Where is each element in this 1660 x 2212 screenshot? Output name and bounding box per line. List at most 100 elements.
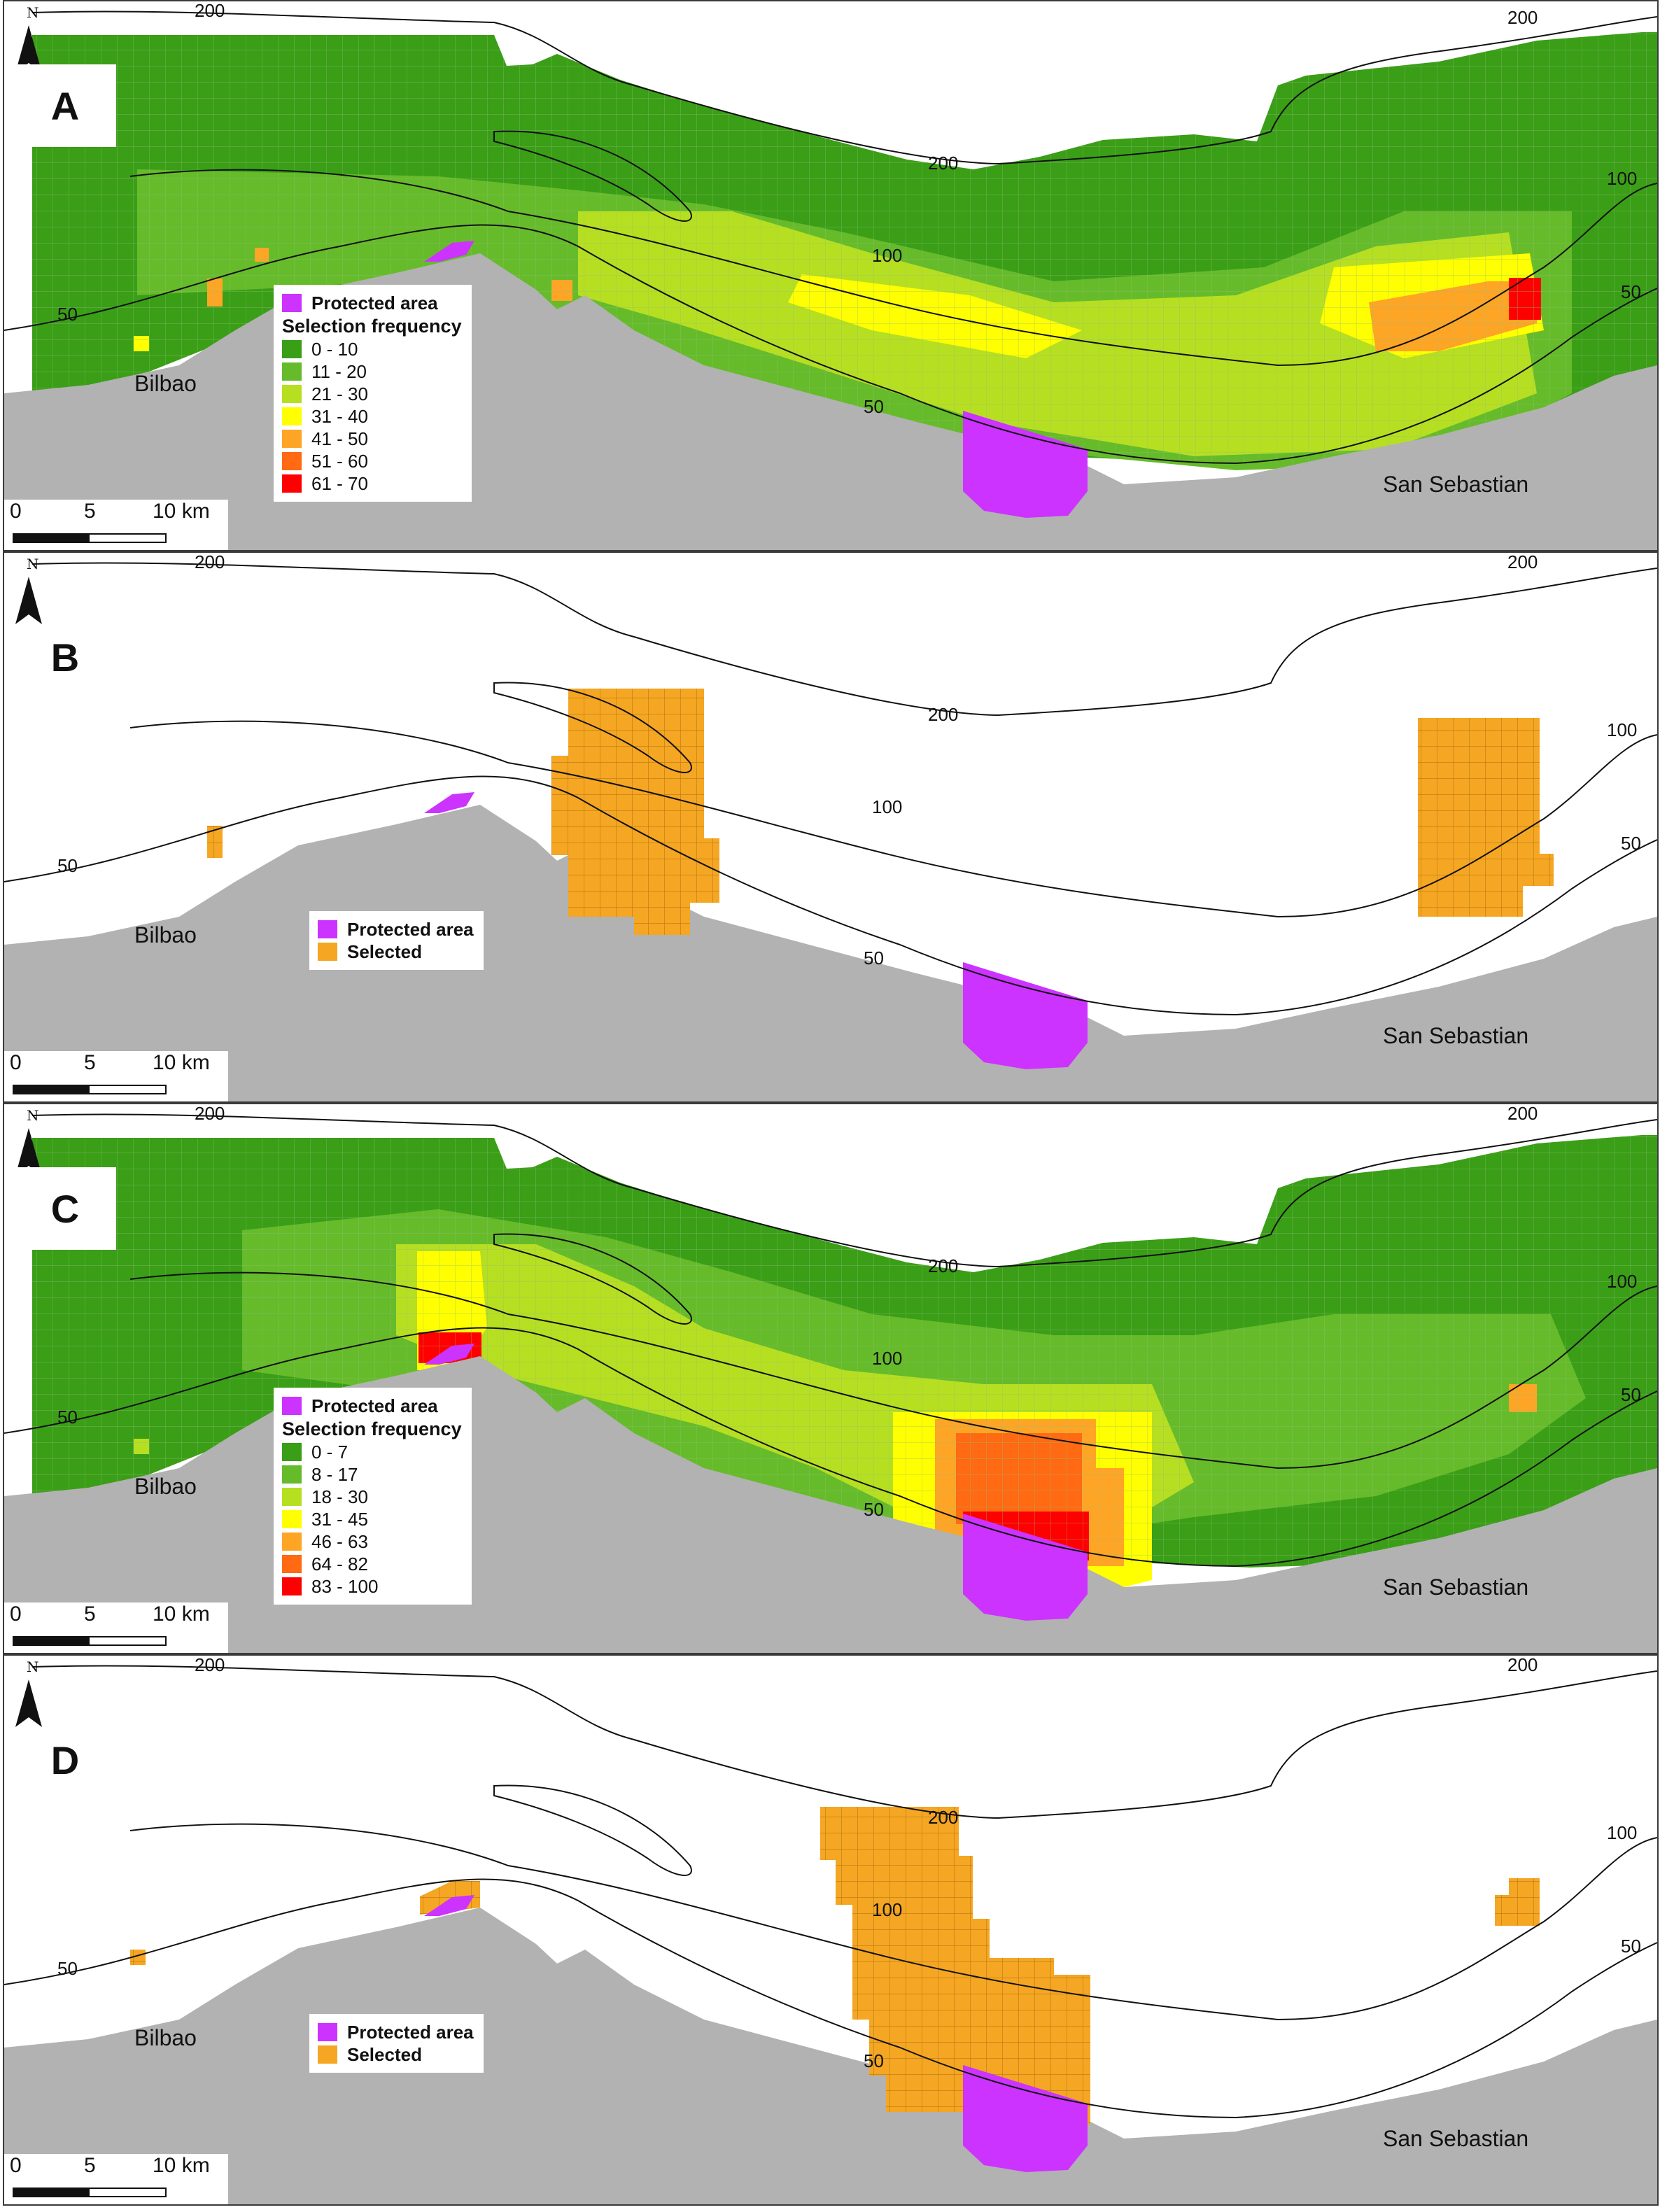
- legend-title: Selection frequency: [282, 1418, 462, 1439]
- contour-100: [129, 1823, 1657, 2021]
- place-san-sebastian: San Sebastian: [1383, 472, 1529, 497]
- legend-class: 64 - 82: [311, 1553, 368, 1575]
- contour-label-200: 200: [1507, 1104, 1538, 1124]
- legend-class: 31 - 40: [311, 405, 368, 427]
- contour-50: [4, 775, 1657, 1016]
- panel-a: 200 200 200 100 100 50 50 50 N A Bilbao …: [3, 0, 1659, 551]
- contour-50: [4, 1878, 1657, 2119]
- canyon: [493, 1784, 692, 1876]
- place-san-sebastian: San Sebastian: [1383, 1023, 1529, 1048]
- contour-label-200: 200: [928, 704, 958, 725]
- contour-label-100: 100: [872, 1899, 902, 1920]
- place-bilbao: Bilbao: [134, 922, 197, 948]
- map-a: 200 200 200 100 100 50 50 50: [4, 1, 1657, 550]
- contour-label-200: 200: [1507, 7, 1538, 28]
- contour-label-200: 200: [1507, 553, 1538, 572]
- protected-area-small: [424, 1895, 474, 1916]
- contour-label-100: 100: [1607, 1822, 1637, 1843]
- map-d: 200 200 200 100 100 50 50 50: [4, 1656, 1657, 2204]
- legend: Protected area Selection frequency 0 - 7…: [274, 1388, 472, 1605]
- contour-label-50: 50: [1621, 1384, 1641, 1405]
- legend-class: 51 - 60: [311, 450, 368, 472]
- legend: Protected area Selected: [309, 2014, 484, 2073]
- place-bilbao: Bilbao: [134, 1474, 197, 1499]
- legend-label-protected: Protected area: [347, 2021, 474, 2043]
- contour-label-100: 100: [872, 245, 902, 266]
- legend-label-protected: Protected area: [347, 918, 474, 940]
- contour-50: [4, 1327, 1657, 1568]
- contour-label-50: 50: [864, 396, 884, 417]
- contour-label-200: 200: [195, 1, 225, 21]
- land: [4, 1908, 1657, 2204]
- contour-100: [129, 1271, 1657, 1470]
- legend-label-protected: Protected area: [311, 1395, 438, 1416]
- place-bilbao: Bilbao: [134, 371, 197, 396]
- scale-bar: 0 5 10 km: [4, 1602, 228, 1653]
- contour-label-200: 200: [195, 1104, 225, 1124]
- legend-class: 8 - 17: [311, 1463, 358, 1485]
- contour-label-100: 100: [1607, 168, 1637, 189]
- legend-label-selected: Selected: [347, 2043, 422, 2065]
- map-c: 200 200 200 100 100 50 50 50: [4, 1104, 1657, 1653]
- panel-b: 200 200 200 100 100 50 50 50 N B Bilbao …: [3, 551, 1659, 1103]
- legend: Protected area Selection frequency 0 - 1…: [274, 285, 472, 502]
- north-arrow-icon: N: [11, 4, 46, 76]
- contour-label-200: 200: [195, 1656, 225, 1675]
- contour-label-100: 100: [872, 1348, 902, 1369]
- legend-title: Selection frequency: [282, 316, 462, 337]
- panel-letter: D: [50, 1738, 80, 1782]
- protected-area-large: [963, 411, 1088, 518]
- legend-swatch-protected: [282, 294, 302, 312]
- scale-bar: 0 5 10 km: [4, 500, 228, 550]
- place-san-sebastian: San Sebastian: [1383, 1575, 1529, 1600]
- protected-area-large: [963, 962, 1088, 1069]
- panel-d: 200 200 200 100 100 50 50 50 N D Bilbao …: [3, 1654, 1659, 2206]
- contour-label-50: 50: [864, 948, 884, 968]
- legend-class: 83 - 100: [311, 1575, 379, 1597]
- scale-bar: 0 5 10 km: [4, 1051, 228, 1101]
- protected-area-small: [424, 792, 474, 813]
- panel-letter: C: [14, 1167, 116, 1250]
- contour-label-50: 50: [57, 1958, 78, 1979]
- legend: Protected area Selected: [309, 911, 484, 970]
- protected-area-large: [963, 2065, 1088, 2172]
- contour-200: [31, 1113, 1657, 1268]
- contour-label-50: 50: [57, 855, 78, 876]
- place-bilbao: Bilbao: [134, 2025, 197, 2050]
- contour-label-50: 50: [57, 304, 78, 325]
- contour-100: [129, 720, 1657, 918]
- north-arrow-icon: N: [11, 1658, 46, 1730]
- canyon: [493, 130, 692, 222]
- legend-class: 61 - 70: [311, 472, 368, 494]
- legend-class: 46 - 63: [311, 1530, 368, 1552]
- north-arrow-icon: N: [11, 556, 46, 627]
- legend-class: 18 - 30: [311, 1486, 368, 1507]
- contour-200: [31, 10, 1657, 165]
- contour-label-50: 50: [57, 1407, 78, 1428]
- legend-class: 11 - 20: [311, 360, 367, 382]
- contour-label-200: 200: [195, 553, 225, 572]
- map-b: 200 200 200 100 100 50 50 50: [4, 553, 1657, 1101]
- contour-100: [129, 169, 1657, 367]
- contour-label-100: 100: [1607, 1271, 1637, 1292]
- contour-label-100: 100: [1607, 719, 1637, 740]
- protected-area-large: [963, 1514, 1088, 1621]
- contour-label-200: 200: [928, 1807, 958, 1828]
- land: [4, 805, 1657, 1101]
- contour-label-200: 200: [928, 1255, 958, 1276]
- contour-200: [31, 1665, 1657, 1819]
- legend-class: 0 - 7: [311, 1441, 349, 1463]
- canyon: [493, 1233, 692, 1325]
- scale-bar: 0 5 10 km: [4, 2154, 228, 2204]
- legend-class: 21 - 30: [311, 383, 368, 404]
- place-san-sebastian: San Sebastian: [1383, 2126, 1529, 2151]
- panel-letter: B: [50, 635, 80, 679]
- protected-area-small: [424, 1344, 474, 1365]
- legend-class: 41 - 50: [311, 428, 368, 449]
- panel-letter: A: [14, 64, 116, 147]
- contour-label-50: 50: [1621, 1936, 1641, 1957]
- contour-label-50: 50: [864, 2050, 884, 2071]
- contour-label-50: 50: [1621, 281, 1641, 302]
- panel-c: 200 200 200 100 100 50 50 50 N C Bilbao …: [3, 1103, 1659, 1654]
- contour-label-100: 100: [872, 796, 902, 817]
